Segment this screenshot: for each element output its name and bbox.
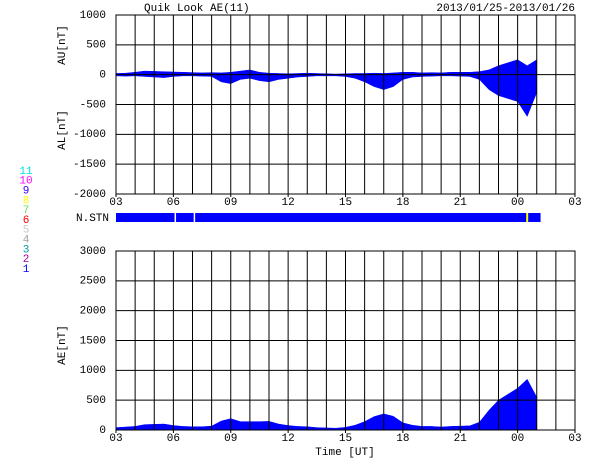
x-tick-label: 00: [511, 433, 524, 445]
plot-frame: [115, 14, 576, 195]
y-tick-label: 2000: [80, 306, 106, 318]
station-number: 7: [23, 205, 30, 217]
area-series: [115, 378, 537, 431]
y-axis-label: AU[nT]: [57, 25, 69, 65]
station-number: 3: [23, 244, 30, 256]
y-tick-label: -1000: [73, 129, 106, 141]
y-tick-label: 500: [86, 395, 106, 407]
station-number: 8: [23, 195, 30, 207]
station-number: 1: [23, 264, 30, 276]
area-series: [115, 74, 537, 117]
station-number: 5: [23, 225, 30, 237]
y-tick-label: 1000: [80, 365, 106, 377]
station-number: 6: [23, 215, 30, 227]
date-range: 2013/01/25-2013/01/26: [436, 3, 575, 15]
y-tick-label: -1500: [73, 159, 106, 171]
x-tick-label: 09: [224, 197, 237, 209]
x-axis-label: Time [UT]: [315, 447, 374, 459]
y-tick-label: 0: [99, 425, 106, 437]
y-tick-label: 1500: [80, 335, 106, 347]
chart-title: Quik Look AE(11): [144, 3, 250, 15]
y-axis-label: AE[nT]: [57, 325, 69, 365]
x-tick-label: 09: [224, 433, 237, 445]
station-label: N.STN: [76, 213, 109, 225]
x-tick-label: 21: [454, 433, 468, 445]
x-tick-label: 12: [282, 433, 295, 445]
x-tick-label: 03: [568, 197, 581, 209]
x-tick-label: 21: [454, 197, 468, 209]
x-tick-label: 15: [339, 197, 352, 209]
x-tick-label: 06: [167, 197, 180, 209]
station-number: 11: [19, 166, 33, 178]
x-tick-label: 06: [167, 433, 180, 445]
y-tick-label: -500: [80, 99, 106, 111]
y-tick-label: 1000: [80, 10, 106, 22]
x-tick-label: 12: [282, 197, 295, 209]
x-tick-label: 18: [396, 433, 409, 445]
x-tick-label: 03: [109, 197, 122, 209]
area-series: [115, 59, 537, 75]
x-tick-label: 15: [339, 433, 352, 445]
x-tick-label: 03: [109, 433, 122, 445]
y-tick-label: 500: [86, 40, 106, 52]
station-number: 9: [23, 186, 30, 198]
station-number: 2: [23, 254, 30, 266]
plot-frame: [115, 250, 576, 431]
x-tick-label: 03: [568, 433, 581, 445]
x-tick-label: 00: [511, 197, 524, 209]
x-tick-label: 18: [396, 197, 409, 209]
y-tick-label: -2000: [73, 189, 106, 201]
y-tick-label: 0: [99, 70, 106, 82]
y-axis-label: AL[nT]: [57, 110, 69, 150]
y-tick-label: 2500: [80, 276, 106, 288]
station-number: 10: [19, 176, 32, 188]
y-tick-label: 3000: [80, 246, 106, 258]
station-number: 4: [23, 235, 30, 247]
station-bar: [116, 213, 541, 222]
